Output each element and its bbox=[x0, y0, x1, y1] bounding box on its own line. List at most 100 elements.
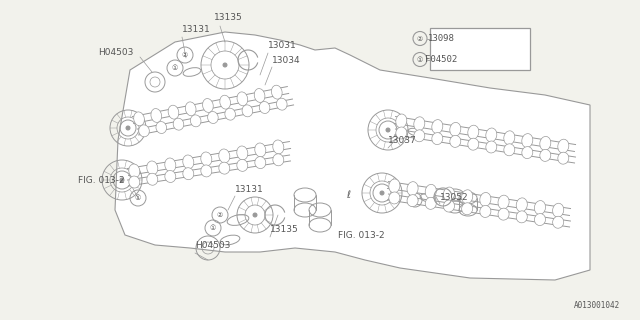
Ellipse shape bbox=[498, 195, 509, 209]
Ellipse shape bbox=[498, 208, 509, 220]
Ellipse shape bbox=[139, 125, 149, 137]
Ellipse shape bbox=[486, 141, 497, 153]
Ellipse shape bbox=[273, 154, 284, 166]
Ellipse shape bbox=[432, 132, 443, 145]
Ellipse shape bbox=[168, 105, 179, 119]
Ellipse shape bbox=[558, 152, 569, 164]
Ellipse shape bbox=[414, 130, 425, 142]
Ellipse shape bbox=[129, 164, 140, 178]
Ellipse shape bbox=[242, 105, 253, 117]
Ellipse shape bbox=[516, 211, 527, 223]
Ellipse shape bbox=[552, 216, 564, 228]
Text: 13052: 13052 bbox=[440, 193, 468, 202]
Ellipse shape bbox=[219, 162, 230, 174]
Ellipse shape bbox=[540, 136, 551, 150]
Text: 13031: 13031 bbox=[268, 41, 297, 50]
Text: A013001042: A013001042 bbox=[573, 301, 620, 310]
Bar bbox=[430, 28, 530, 70]
Ellipse shape bbox=[201, 152, 212, 166]
Ellipse shape bbox=[425, 197, 436, 209]
Ellipse shape bbox=[134, 112, 145, 126]
Circle shape bbox=[126, 126, 130, 130]
Ellipse shape bbox=[225, 108, 236, 120]
Ellipse shape bbox=[156, 122, 166, 133]
Ellipse shape bbox=[271, 85, 282, 99]
Ellipse shape bbox=[237, 159, 248, 171]
Ellipse shape bbox=[480, 205, 491, 217]
Text: H04503: H04503 bbox=[98, 48, 133, 57]
Text: ℓ: ℓ bbox=[346, 190, 350, 200]
Ellipse shape bbox=[203, 99, 213, 112]
Text: ②: ② bbox=[182, 52, 188, 58]
Text: 13135: 13135 bbox=[214, 13, 243, 22]
Ellipse shape bbox=[444, 200, 454, 212]
Text: FIG. 013-2: FIG. 013-2 bbox=[338, 231, 385, 240]
Ellipse shape bbox=[173, 118, 184, 130]
Ellipse shape bbox=[165, 171, 176, 182]
Ellipse shape bbox=[255, 143, 266, 157]
Ellipse shape bbox=[276, 98, 287, 110]
Ellipse shape bbox=[522, 134, 533, 148]
Ellipse shape bbox=[147, 173, 158, 185]
Text: H04503: H04503 bbox=[195, 241, 230, 250]
Ellipse shape bbox=[407, 195, 418, 207]
Ellipse shape bbox=[450, 135, 461, 148]
Text: FIG. 013-2: FIG. 013-2 bbox=[78, 176, 125, 185]
Ellipse shape bbox=[461, 203, 473, 215]
Ellipse shape bbox=[486, 128, 497, 142]
Ellipse shape bbox=[534, 201, 545, 214]
Ellipse shape bbox=[407, 182, 418, 196]
Ellipse shape bbox=[151, 108, 161, 123]
Circle shape bbox=[386, 128, 390, 132]
Ellipse shape bbox=[504, 144, 515, 156]
Ellipse shape bbox=[432, 120, 443, 133]
Ellipse shape bbox=[183, 168, 194, 180]
Ellipse shape bbox=[389, 179, 400, 193]
Ellipse shape bbox=[255, 156, 266, 169]
Text: ①: ① bbox=[417, 57, 423, 62]
Text: ②: ② bbox=[217, 212, 223, 218]
Circle shape bbox=[120, 178, 124, 182]
Ellipse shape bbox=[516, 198, 527, 212]
Polygon shape bbox=[115, 32, 590, 280]
Ellipse shape bbox=[183, 155, 194, 169]
Ellipse shape bbox=[468, 125, 479, 139]
Ellipse shape bbox=[147, 161, 158, 175]
Ellipse shape bbox=[540, 149, 551, 161]
Ellipse shape bbox=[201, 165, 212, 177]
Ellipse shape bbox=[414, 117, 425, 131]
Ellipse shape bbox=[558, 139, 569, 153]
Text: ②: ② bbox=[417, 36, 423, 42]
Circle shape bbox=[253, 213, 257, 217]
Ellipse shape bbox=[444, 187, 454, 201]
Ellipse shape bbox=[164, 158, 176, 172]
Text: 13131: 13131 bbox=[235, 185, 264, 194]
Ellipse shape bbox=[389, 192, 400, 204]
Ellipse shape bbox=[273, 140, 284, 154]
Ellipse shape bbox=[237, 92, 248, 106]
Ellipse shape bbox=[534, 213, 545, 226]
Text: ①: ① bbox=[210, 225, 216, 231]
Circle shape bbox=[223, 63, 227, 67]
Ellipse shape bbox=[504, 131, 515, 145]
Text: F04502: F04502 bbox=[425, 55, 457, 64]
Text: 13098: 13098 bbox=[428, 34, 454, 43]
Text: 13131: 13131 bbox=[182, 25, 211, 34]
Ellipse shape bbox=[552, 203, 564, 217]
Ellipse shape bbox=[450, 123, 461, 136]
Text: 13135: 13135 bbox=[270, 225, 299, 234]
Ellipse shape bbox=[461, 190, 473, 204]
Ellipse shape bbox=[220, 95, 230, 109]
Ellipse shape bbox=[480, 192, 491, 206]
Ellipse shape bbox=[259, 101, 270, 114]
Ellipse shape bbox=[425, 184, 436, 198]
Ellipse shape bbox=[186, 102, 196, 116]
Ellipse shape bbox=[396, 114, 407, 128]
Text: ①: ① bbox=[172, 65, 178, 71]
Ellipse shape bbox=[522, 147, 532, 159]
Text: 13037: 13037 bbox=[388, 136, 417, 145]
Ellipse shape bbox=[207, 112, 218, 124]
Text: 13034: 13034 bbox=[272, 56, 301, 65]
Circle shape bbox=[380, 191, 384, 195]
Ellipse shape bbox=[219, 149, 230, 163]
